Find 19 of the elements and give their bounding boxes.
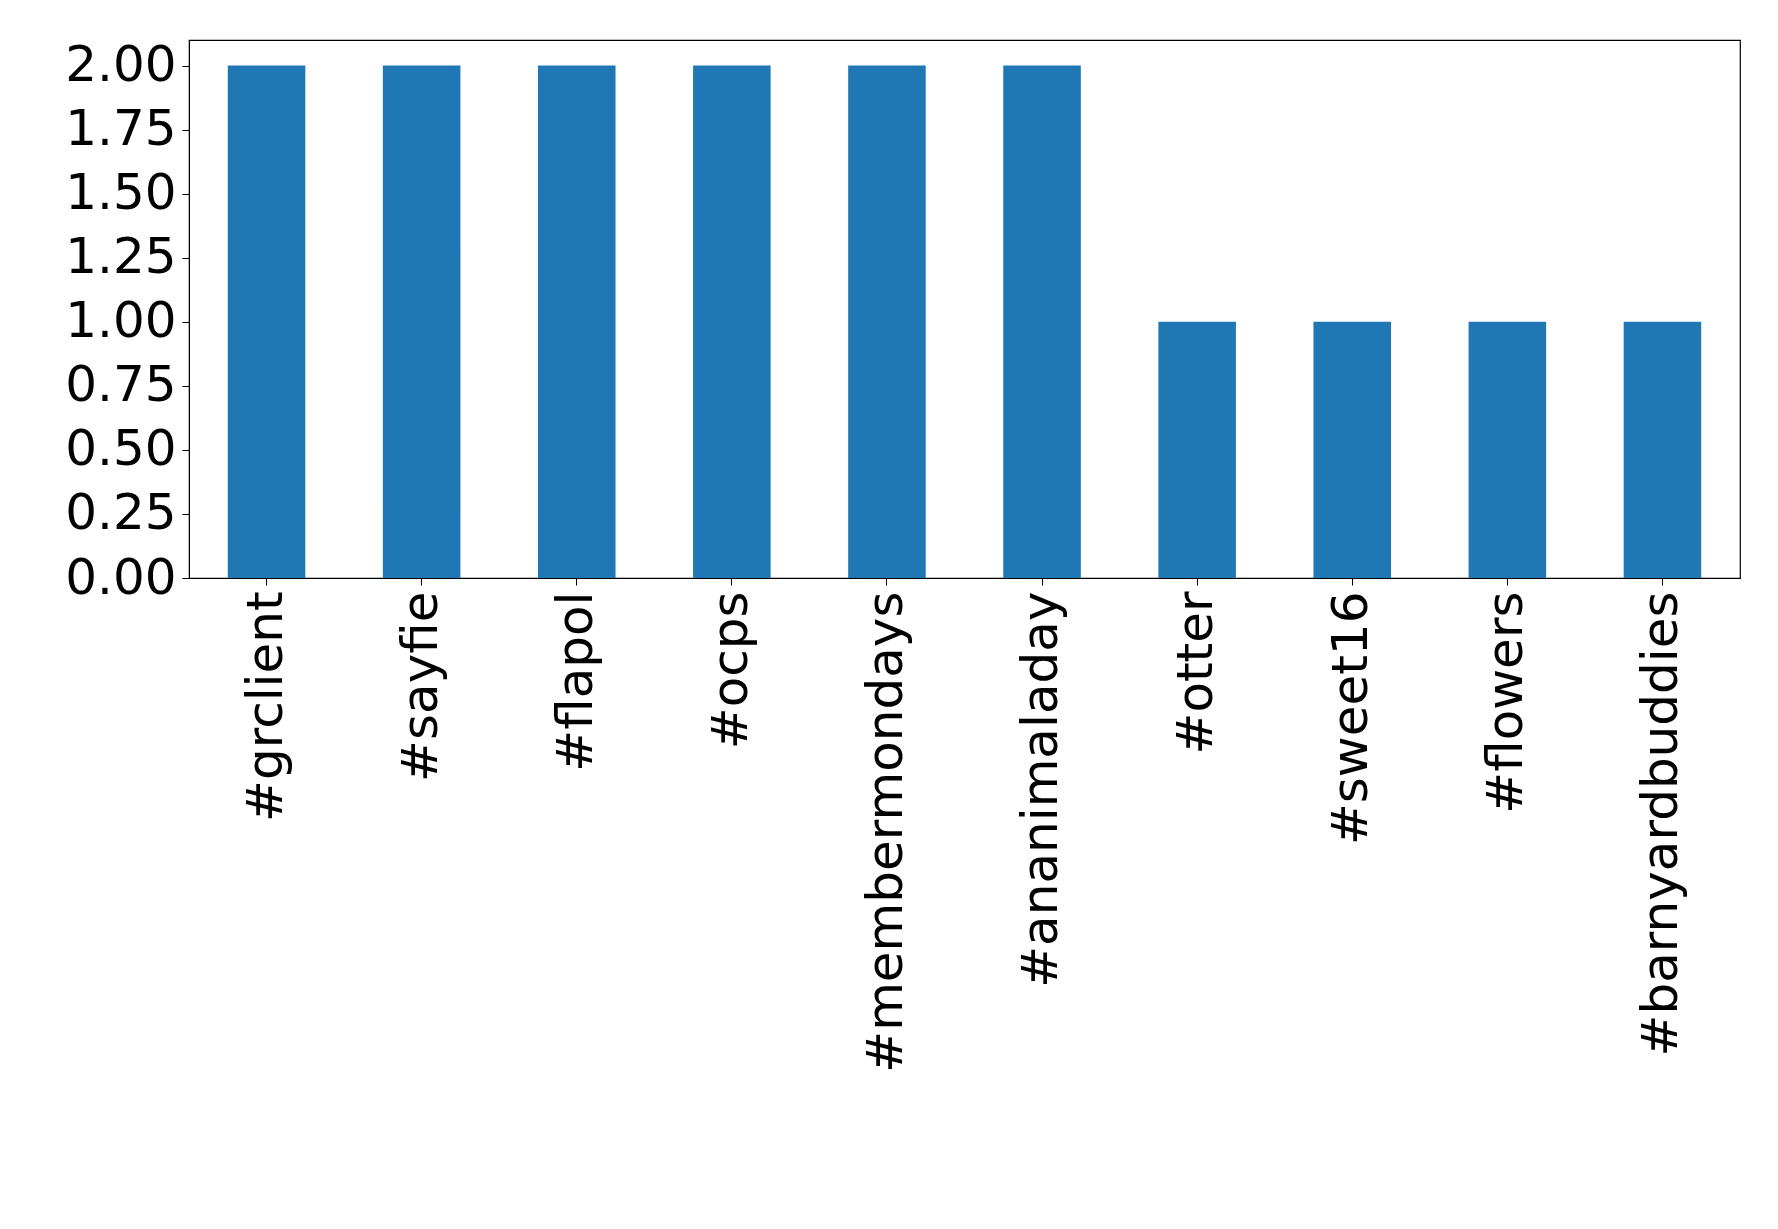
y-tick-label: 1.00	[65, 291, 177, 350]
x-tick-label: #membermondays	[855, 591, 914, 1073]
y-tick-label: 0.25	[65, 483, 177, 542]
x-tick-label: #barnyardbuddies	[1631, 591, 1690, 1057]
y-tick-label: 0.00	[65, 547, 177, 606]
x-tick-label: #sayfie	[390, 591, 449, 782]
x-tick-label: #otter	[1166, 591, 1225, 755]
y-tick-label: 1.50	[65, 163, 177, 222]
x-tick-label: #sweet16	[1321, 591, 1380, 846]
y-tick-label: 0.50	[65, 419, 177, 478]
y-tick-label: 0.75	[65, 355, 177, 414]
x-tick-label: #flapol	[545, 591, 604, 772]
x-tick-label: #ananimaladay	[1011, 591, 1070, 988]
x-tick-label: #grclient	[235, 591, 294, 822]
x-tick-label: #flowers	[1476, 591, 1535, 814]
y-tick-label: 1.25	[65, 227, 177, 286]
x-tick-label: #ocps	[700, 591, 759, 750]
y-tick-label: 1.75	[65, 99, 177, 158]
y-tick-label: 2.00	[65, 35, 177, 94]
